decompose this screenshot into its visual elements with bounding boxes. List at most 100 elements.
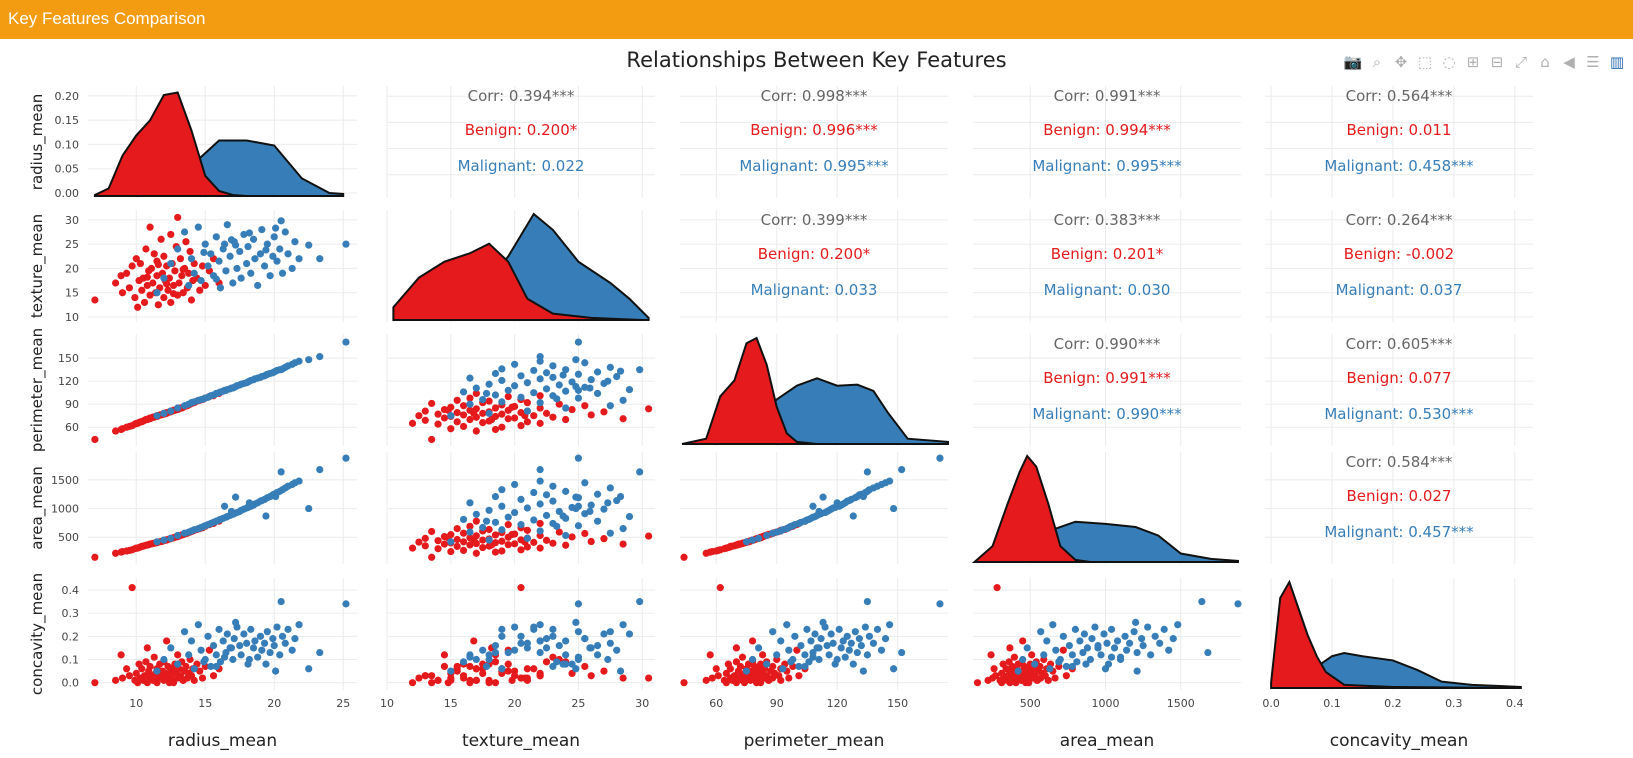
point-malignant[interactable] (574, 653, 583, 661)
point-malignant[interactable] (898, 466, 906, 474)
point-benign[interactable] (472, 389, 480, 398)
point-malignant[interactable] (1046, 665, 1054, 673)
point-malignant[interactable] (260, 262, 269, 270)
point-malignant[interactable] (1107, 653, 1116, 661)
point-benign[interactable] (1014, 674, 1022, 682)
point-benign[interactable] (645, 532, 653, 540)
point-benign[interactable] (164, 286, 172, 294)
point-malignant[interactable] (936, 600, 944, 608)
point-benign[interactable] (205, 646, 213, 654)
point-benign[interactable] (600, 667, 608, 675)
point-benign[interactable] (587, 672, 595, 680)
point-malignant[interactable] (466, 400, 474, 408)
point-malignant[interactable] (1076, 637, 1084, 645)
point-malignant[interactable] (262, 246, 270, 254)
point-malignant[interactable] (305, 665, 313, 673)
point-malignant[interactable] (1091, 623, 1099, 631)
point-benign[interactable] (169, 281, 178, 290)
point-malignant[interactable] (1086, 655, 1095, 664)
point-benign[interactable] (732, 658, 741, 666)
point-malignant[interactable] (295, 255, 303, 263)
point-malignant[interactable] (863, 597, 871, 606)
point-benign[interactable] (466, 662, 474, 671)
point-benign[interactable] (421, 407, 429, 415)
point-malignant[interactable] (220, 386, 229, 394)
point-benign[interactable] (619, 674, 627, 682)
point-benign[interactable] (973, 679, 982, 687)
point-malignant[interactable] (245, 377, 253, 385)
pan-icon[interactable]: ✥ (1394, 53, 1408, 71)
point-malignant[interactable] (215, 257, 223, 265)
point-malignant[interactable] (266, 648, 274, 657)
point-benign[interactable] (680, 679, 688, 687)
point-malignant[interactable] (523, 639, 531, 647)
point-benign[interactable] (165, 274, 173, 282)
point-benign[interactable] (178, 272, 186, 280)
point-benign[interactable] (111, 427, 120, 435)
point-benign[interactable] (174, 651, 182, 659)
point-benign[interactable] (587, 537, 595, 546)
point-malignant[interactable] (272, 367, 280, 375)
point-malignant[interactable] (485, 536, 493, 544)
point-malignant[interactable] (153, 412, 161, 420)
point-malignant[interactable] (523, 379, 531, 387)
point-malignant[interactable] (266, 272, 274, 280)
point-malignant[interactable] (1198, 597, 1206, 606)
point-malignant[interactable] (295, 621, 303, 629)
point-benign[interactable] (757, 660, 765, 668)
point-benign[interactable] (530, 665, 538, 673)
point-malignant[interactable] (616, 367, 625, 375)
point-benign[interactable] (504, 415, 512, 423)
point-malignant[interactable] (530, 366, 538, 375)
point-malignant[interactable] (466, 374, 474, 382)
point-benign[interactable] (722, 669, 730, 678)
point-malignant[interactable] (466, 653, 474, 661)
point-malignant[interactable] (1019, 655, 1027, 664)
point-malignant[interactable] (600, 630, 608, 638)
point-benign[interactable] (169, 290, 178, 298)
point-malignant[interactable] (559, 371, 567, 379)
point-malignant[interactable] (825, 651, 833, 659)
point-malignant[interactable] (153, 289, 161, 297)
point-malignant[interactable] (593, 651, 602, 659)
point-benign[interactable] (111, 279, 120, 287)
point-malignant[interactable] (843, 632, 851, 640)
point-malignant[interactable] (232, 493, 240, 501)
lasso-select-icon[interactable]: ◌ (1442, 53, 1456, 71)
point-benign[interactable] (706, 651, 714, 659)
point-benign[interactable] (508, 403, 516, 411)
point-malignant[interactable] (472, 384, 480, 392)
point-benign[interactable] (91, 553, 99, 561)
point-malignant[interactable] (1094, 644, 1102, 652)
zoom-out-icon[interactable]: ⊟ (1490, 53, 1504, 71)
point-benign[interactable] (143, 273, 151, 281)
point-malignant[interactable] (593, 517, 602, 525)
point-benign[interactable] (196, 286, 204, 294)
point-benign[interactable] (479, 409, 487, 417)
point-benign[interactable] (149, 279, 157, 287)
point-malignant[interactable] (542, 635, 551, 643)
point-benign[interactable] (146, 662, 154, 671)
point-benign[interactable] (128, 584, 136, 592)
point-benign[interactable] (491, 679, 500, 687)
point-malignant[interactable] (272, 224, 280, 232)
camera-icon[interactable]: 📷 (1343, 53, 1363, 71)
point-malignant[interactable] (1151, 632, 1159, 640)
point-malignant[interactable] (295, 357, 303, 365)
point-benign[interactable] (123, 269, 131, 277)
point-malignant[interactable] (482, 389, 491, 398)
point-benign[interactable] (175, 279, 183, 287)
point-benign[interactable] (132, 669, 140, 678)
point-benign[interactable] (555, 400, 563, 408)
point-benign[interactable] (722, 679, 730, 687)
point-malignant[interactable] (277, 217, 285, 225)
point-malignant[interactable] (504, 513, 512, 521)
point-benign[interactable] (1010, 653, 1019, 661)
point-benign[interactable] (160, 252, 168, 260)
point-benign[interactable] (1025, 679, 1033, 687)
point-benign[interactable] (408, 419, 417, 427)
point-malignant[interactable] (498, 665, 506, 673)
point-benign[interactable] (600, 535, 608, 543)
point-malignant[interactable] (613, 646, 621, 654)
point-benign[interactable] (498, 537, 506, 545)
